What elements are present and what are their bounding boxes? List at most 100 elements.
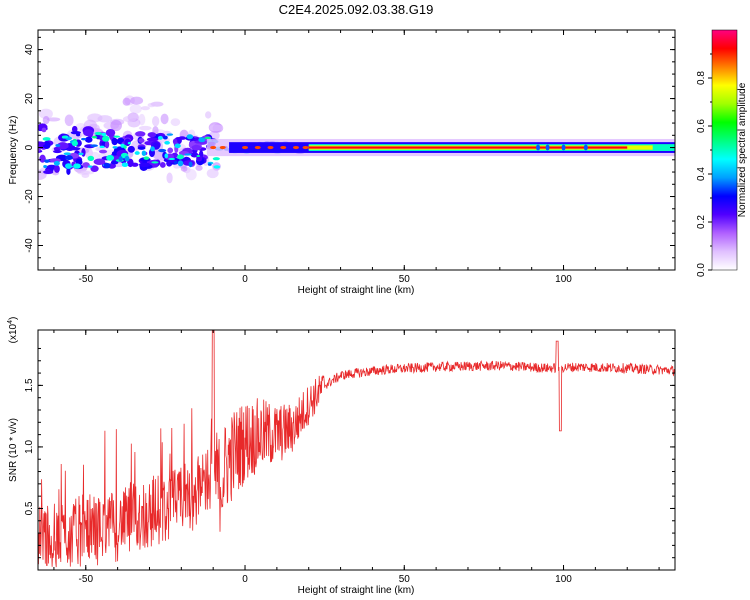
heatmap-blob [38, 141, 46, 146]
y-tick-label: -20 [24, 189, 35, 204]
heatmap-haze [81, 173, 90, 178]
heatmap-highlight [134, 151, 140, 155]
heatmap-highlight [173, 161, 178, 164]
heatmap-blob [159, 161, 166, 168]
heatmap-blob [127, 145, 135, 153]
spectrogram-xlabel: Height of straight line (km) [298, 285, 415, 296]
heatmap-haze [185, 168, 197, 181]
heatmap-blob [71, 125, 78, 133]
x-tick-label: -50 [79, 274, 94, 285]
heatmap-highlight [213, 165, 221, 169]
heatmap-peak [254, 145, 261, 150]
heatmap-layer [38, 95, 675, 184]
heatmap-blob [190, 152, 199, 158]
y-tick-label: 40 [24, 44, 35, 56]
heatmap-haze [170, 118, 181, 127]
heatmap-blob [93, 158, 106, 165]
heatmap-highlight [55, 143, 61, 148]
heatmap-haze [64, 114, 74, 127]
heatmap-peak [210, 145, 217, 150]
heatmap-highlight [174, 143, 181, 149]
heatmap-peak [219, 145, 226, 150]
heatmap-blob [84, 136, 93, 143]
heatmap-highlight [53, 160, 60, 166]
heatmap-haze [129, 104, 142, 114]
heatmap-highlight [212, 157, 220, 161]
heatmap-blip [536, 144, 541, 151]
heatmap-blob [191, 144, 202, 151]
heatmap-blob [135, 131, 146, 137]
colorbar-tick-label: 0.4 [696, 167, 707, 181]
heatmap-blob [111, 137, 118, 146]
heatmap-highlight [121, 162, 129, 168]
heatmap-peak [302, 145, 309, 150]
heatmap-highlight [65, 155, 73, 161]
heatmap-blob [127, 158, 134, 168]
x-tick-label: 0 [242, 274, 248, 285]
heatmap-blob [81, 148, 86, 157]
y-tick-label: -40 [24, 238, 35, 253]
heatmap-blob [178, 136, 186, 140]
heatmap-highlight [106, 154, 115, 161]
heatmap-highlight [123, 145, 127, 149]
x-tick-label: 50 [399, 574, 411, 585]
spectrogram-panel: -50 0 50 100 -40 -20 0 20 40 Height of straight … [8, 29, 676, 296]
heatmap-blip [583, 144, 588, 151]
y-tick-label: 1.0 [24, 440, 35, 454]
spectrogram-frame [37, 29, 676, 271]
y-tick-label: 0 [24, 144, 35, 150]
heatmap-blob [70, 131, 81, 135]
snr-ylabel: SNR (10 * v/v) [8, 418, 19, 482]
heatmap-highlight [43, 164, 48, 169]
heatmap-highlight [87, 165, 93, 168]
heatmap-highlight [186, 134, 194, 140]
y-tick-label: 0.5 [24, 501, 35, 515]
heatmap-blob [39, 154, 46, 163]
x-tick-label: -50 [79, 574, 94, 585]
heatmap-highlight [87, 155, 95, 161]
heatmap-haze [166, 172, 173, 184]
snr-series-line [38, 330, 675, 568]
heatmap-haze [180, 165, 188, 172]
bottom-ticks: -50 0 50 100 0.5 1.0 1.5 [24, 330, 675, 585]
heatmap-haze [138, 125, 152, 131]
heatmap-highlight [158, 148, 167, 153]
spectrogram-ylabel: Frequency (Hz) [8, 116, 19, 185]
heatmap-highlight [44, 159, 50, 163]
heatmap-blip [561, 144, 566, 151]
heatmap-haze [140, 106, 150, 111]
heatmap-highlight [150, 146, 155, 152]
colorbar-tick-label: 0.2 [696, 215, 707, 229]
heatmap-blob [104, 140, 110, 149]
heatmap-highlight [177, 160, 184, 167]
heatmap-highlight [101, 132, 107, 137]
heatmap-highlight [166, 133, 174, 136]
heatmap-blob [83, 129, 94, 137]
heatmap-highlight [91, 135, 98, 139]
chart-title: C2E4.2025.092.03.38.G19 [279, 2, 434, 17]
heatmap-peak [242, 145, 249, 150]
heatmap-highlight [176, 154, 184, 160]
heatmap-highlight [162, 135, 168, 140]
heatmap-haze [122, 115, 137, 123]
heatmap-highlight [164, 140, 170, 145]
heatmap-highlight [65, 163, 72, 169]
heatmap-highlight [78, 152, 84, 156]
heatmap-peak [292, 145, 299, 150]
heatmap-highlight [141, 150, 147, 156]
heatmap-haze [206, 168, 219, 179]
heatmap-blob [110, 160, 119, 165]
heatmap-blob [41, 127, 47, 133]
heatmap-haze [160, 113, 169, 125]
heatmap-haze [38, 108, 53, 120]
colorbar-ramp [712, 30, 737, 270]
heatmap-highlight [103, 162, 111, 169]
heatmap-highlight [90, 144, 98, 148]
snr-xlabel: Height of straight line (km) [298, 585, 415, 596]
snr-yunit: (x104) [7, 317, 19, 344]
heatmap-blip [545, 144, 550, 151]
heatmap-blob [138, 138, 145, 143]
heatmap-haze [42, 116, 50, 125]
heatmap-highlight [94, 131, 102, 136]
